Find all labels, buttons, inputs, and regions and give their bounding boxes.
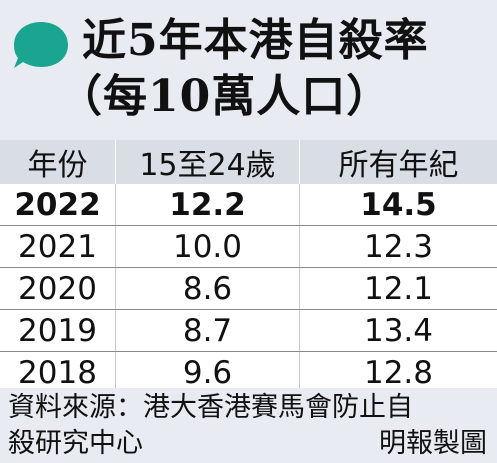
page-subtitle: （每10萬人口）	[58, 71, 392, 122]
youth-rate-cell: 8.6	[115, 268, 299, 309]
youth-rate-cell: 8.7	[115, 310, 299, 351]
table-row: 2018 9.6 12.8	[0, 352, 497, 394]
column-header-year: 年份	[27, 148, 88, 183]
source-text-line2: 殺研究中心	[8, 428, 143, 459]
all-ages-rate-cell: 12.1	[299, 268, 497, 309]
publisher-credit: 明報製圖	[379, 428, 487, 459]
year-cell: 2018	[18, 354, 97, 391]
year-cell: 2019	[18, 312, 97, 349]
table-row: 2022 12.2 14.5	[0, 184, 497, 226]
all-ages-rate-cell: 12.8	[299, 352, 497, 393]
column-header-all-ages: 所有年紀	[299, 140, 497, 184]
all-ages-rate-cell: 13.4	[299, 310, 497, 351]
title-panel: 近5年本港自殺率 （每10萬人口）	[0, 0, 497, 134]
table-row: 2020 8.6 12.1	[0, 268, 497, 310]
youth-rate-cell: 9.6	[115, 352, 299, 393]
source-text-line1: 資料來源：港大香港賽馬會防止自	[8, 392, 413, 423]
all-ages-rate-cell: 14.5	[299, 184, 497, 225]
source-footer: 資料來源：港大香港賽馬會防止自 殺研究中心 明報製圖	[0, 388, 497, 463]
youth-rate-cell: 12.2	[115, 184, 299, 225]
all-ages-rate-cell: 12.3	[299, 226, 497, 267]
table-row: 2019 8.7 13.4	[0, 310, 497, 352]
suicide-rate-table: 年份 15至24歲 所有年紀 2022 12.2 14.5 2021 10.0 …	[0, 140, 497, 394]
youth-rate-cell: 10.0	[115, 226, 299, 267]
page-title: 近5年本港自殺率	[82, 15, 429, 66]
speech-bubble-icon	[14, 22, 68, 68]
table-row: 2021 10.0 12.3	[0, 226, 497, 268]
table-header-row: 年份 15至24歲 所有年紀	[0, 140, 497, 184]
year-cell: 2020	[18, 270, 97, 307]
year-cell: 2022	[14, 186, 101, 223]
year-cell: 2021	[18, 228, 97, 265]
column-header-age-15-24: 15至24歲	[115, 140, 299, 184]
